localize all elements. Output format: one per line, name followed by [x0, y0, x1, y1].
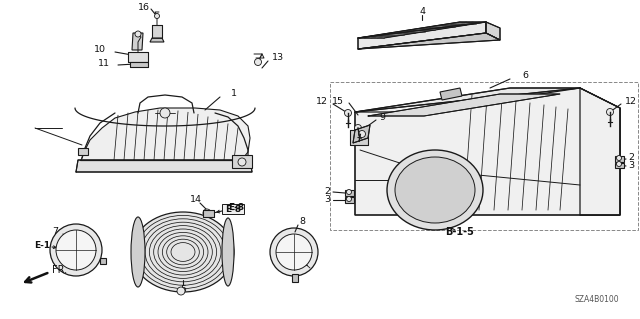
- FancyBboxPatch shape: [222, 204, 244, 214]
- Text: 3: 3: [324, 195, 330, 204]
- Circle shape: [344, 109, 351, 116]
- Circle shape: [160, 108, 170, 118]
- Ellipse shape: [222, 218, 234, 286]
- Text: 11: 11: [98, 60, 110, 69]
- Circle shape: [154, 13, 159, 19]
- Circle shape: [355, 124, 362, 131]
- Polygon shape: [345, 197, 354, 203]
- Text: 3: 3: [628, 160, 634, 169]
- Text: 4: 4: [419, 8, 425, 17]
- Ellipse shape: [395, 157, 475, 223]
- Circle shape: [56, 230, 96, 270]
- Circle shape: [255, 58, 262, 65]
- Text: 1: 1: [231, 90, 237, 99]
- Polygon shape: [130, 62, 148, 67]
- Text: 16: 16: [138, 3, 150, 11]
- Circle shape: [358, 130, 365, 137]
- Ellipse shape: [132, 212, 234, 292]
- Text: 7: 7: [52, 227, 58, 236]
- Polygon shape: [203, 210, 214, 217]
- Polygon shape: [345, 190, 354, 196]
- Text: E-1: E-1: [34, 241, 50, 249]
- Text: 2: 2: [324, 187, 330, 196]
- Text: 10: 10: [94, 46, 106, 55]
- Circle shape: [50, 224, 102, 276]
- Polygon shape: [355, 88, 620, 215]
- Text: 14: 14: [190, 196, 202, 204]
- Polygon shape: [100, 258, 106, 264]
- Text: B-1-5: B-1-5: [445, 227, 474, 237]
- Polygon shape: [292, 274, 298, 282]
- Circle shape: [607, 108, 614, 115]
- Polygon shape: [358, 22, 486, 49]
- Polygon shape: [368, 94, 560, 116]
- Circle shape: [616, 161, 621, 167]
- Circle shape: [276, 234, 312, 270]
- Text: 8: 8: [299, 218, 305, 226]
- Polygon shape: [353, 125, 370, 143]
- Ellipse shape: [131, 217, 145, 287]
- Polygon shape: [78, 148, 88, 155]
- Text: 2: 2: [628, 153, 634, 162]
- Circle shape: [346, 197, 351, 202]
- Text: 15: 15: [332, 97, 344, 106]
- Text: 9: 9: [379, 114, 385, 122]
- Text: 13: 13: [272, 54, 284, 63]
- Polygon shape: [615, 156, 624, 162]
- Polygon shape: [355, 88, 580, 112]
- Circle shape: [177, 287, 185, 295]
- Polygon shape: [132, 33, 143, 50]
- Text: 6: 6: [522, 71, 528, 80]
- Circle shape: [203, 209, 211, 217]
- Polygon shape: [350, 130, 368, 145]
- Circle shape: [346, 189, 351, 195]
- Circle shape: [135, 31, 141, 37]
- Circle shape: [270, 228, 318, 276]
- Polygon shape: [150, 38, 164, 42]
- Circle shape: [616, 155, 621, 160]
- Polygon shape: [232, 155, 252, 168]
- Polygon shape: [358, 33, 500, 49]
- Text: 12: 12: [316, 98, 328, 107]
- Polygon shape: [152, 25, 162, 38]
- Polygon shape: [358, 22, 486, 38]
- Polygon shape: [76, 160, 252, 172]
- Text: 12: 12: [625, 98, 637, 107]
- Polygon shape: [615, 163, 624, 168]
- Text: E-8: E-8: [225, 204, 241, 213]
- Bar: [330, 82, 638, 230]
- Circle shape: [238, 158, 246, 166]
- Text: FR.: FR.: [52, 265, 68, 275]
- Text: SZA4B0100: SZA4B0100: [575, 295, 620, 305]
- Text: 5: 5: [180, 286, 186, 294]
- Polygon shape: [128, 52, 148, 62]
- Polygon shape: [580, 88, 620, 215]
- Polygon shape: [440, 88, 462, 100]
- Ellipse shape: [387, 150, 483, 230]
- Text: E-8: E-8: [228, 204, 244, 212]
- Polygon shape: [80, 108, 250, 162]
- Polygon shape: [486, 22, 500, 40]
